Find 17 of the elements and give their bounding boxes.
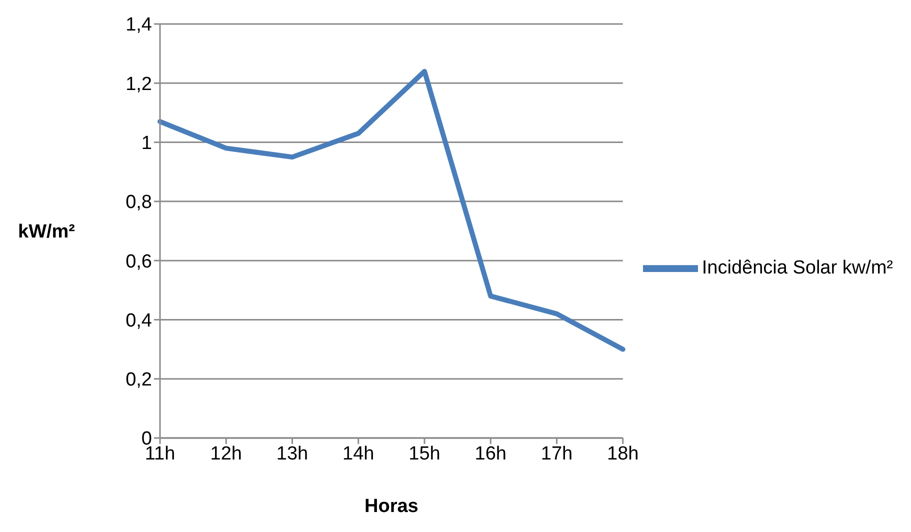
y-tick-label: 1 — [141, 133, 152, 154]
x-tick-label: 14h — [342, 443, 374, 464]
y-tick-label: 0,4 — [126, 310, 152, 332]
y-tick-label: 1,2 — [126, 74, 152, 95]
x-tick-label: 15h — [408, 443, 440, 464]
y-tick-label: 0,2 — [126, 370, 152, 391]
x-tick-label: 17h — [540, 443, 573, 464]
x-tick-label: 18h — [607, 443, 639, 464]
y-tick-label: 1,4 — [126, 14, 152, 36]
y-axis-title: kW/m² — [18, 222, 75, 243]
legend-label: Incidência Solar kw/m² — [702, 257, 893, 278]
x-tick-label: 16h — [474, 443, 506, 464]
y-tick-label: 0,8 — [126, 192, 152, 214]
x-axis-title: Horas — [364, 496, 418, 517]
x-tick-label: 13h — [276, 443, 308, 464]
y-tick-label: 0,6 — [126, 251, 152, 272]
x-tick-label: 12h — [210, 443, 242, 464]
